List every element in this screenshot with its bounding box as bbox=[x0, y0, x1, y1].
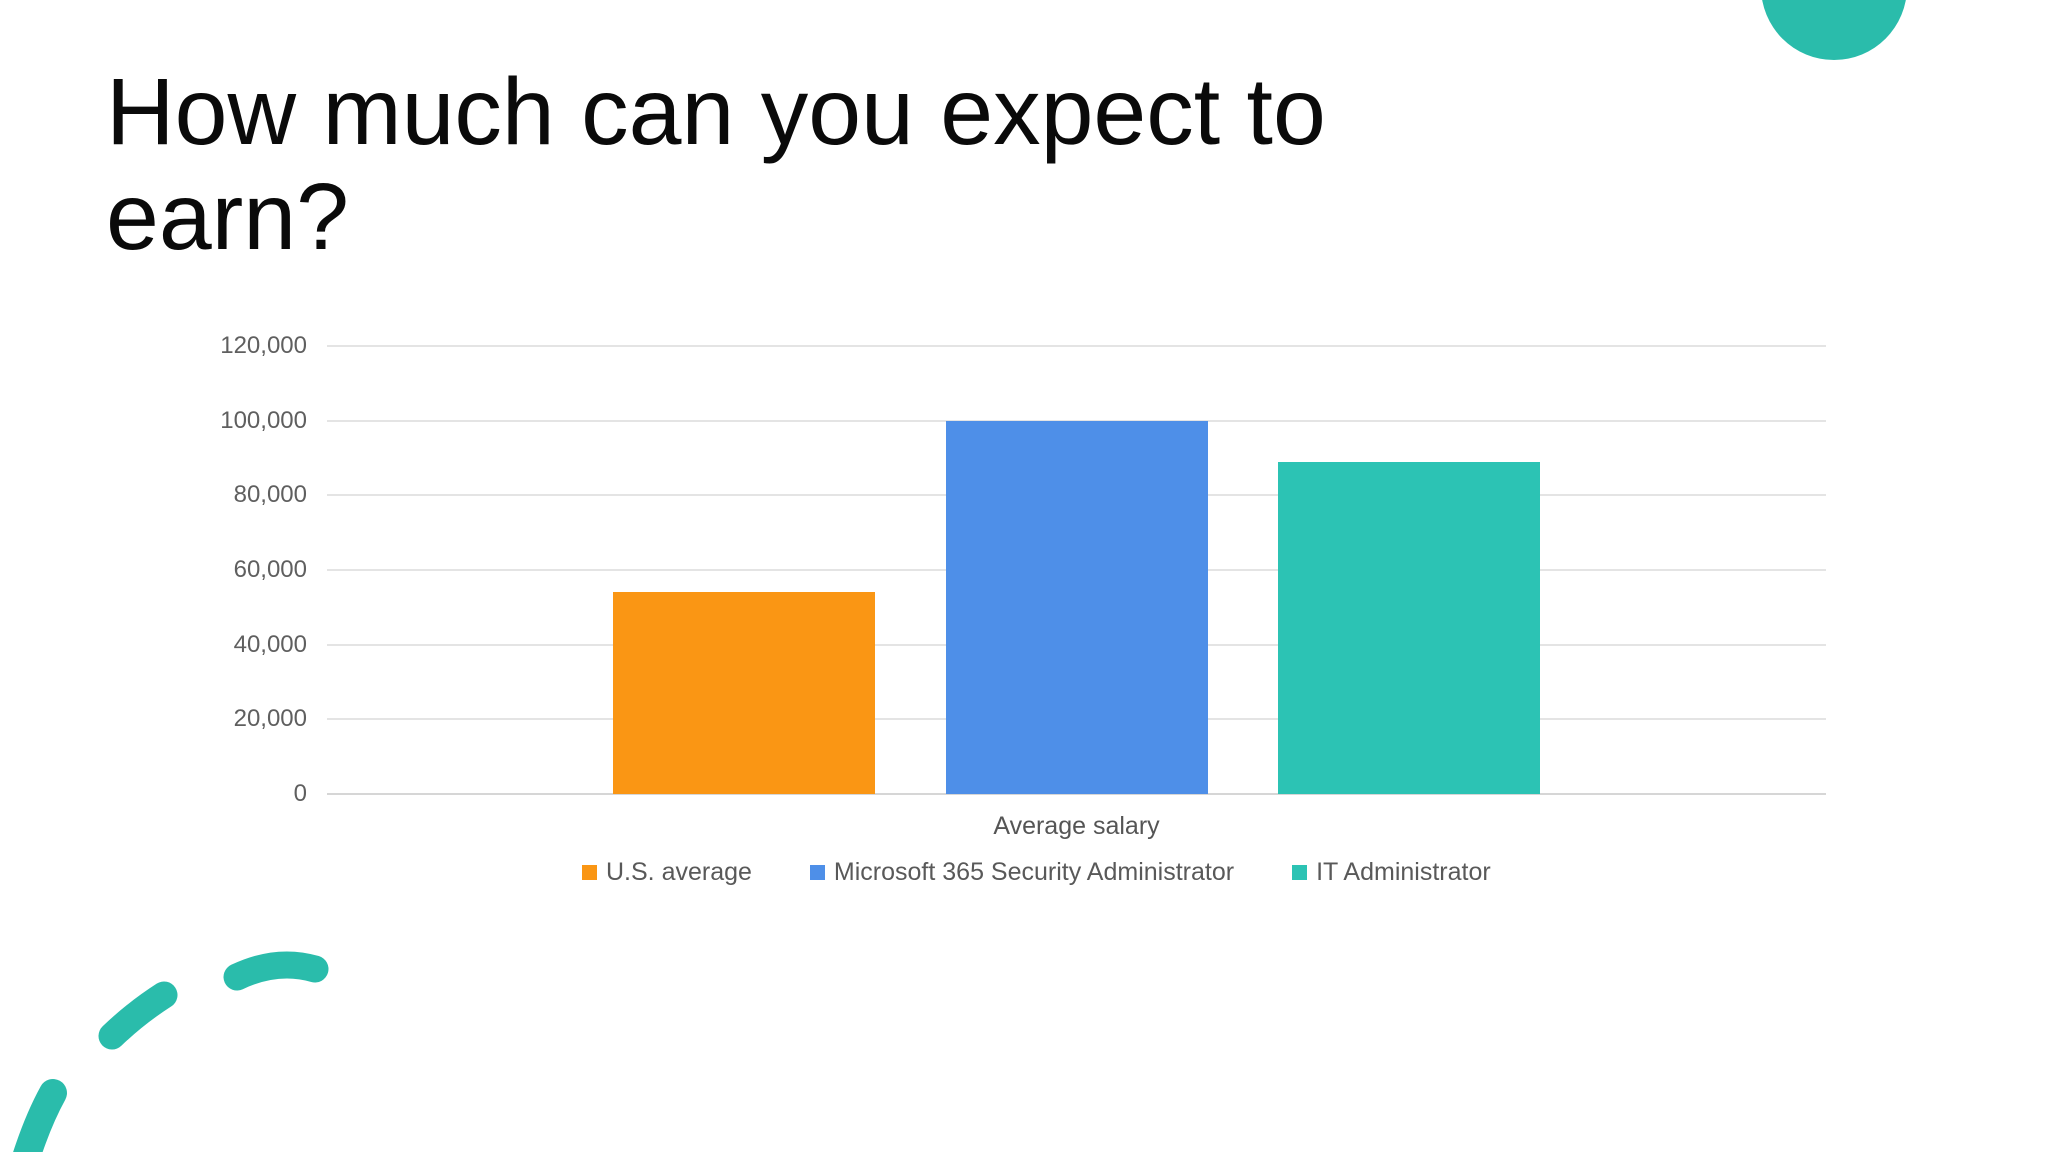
legend-item: U.S. average bbox=[582, 858, 752, 887]
y-axis-tick-label: 40,000 bbox=[233, 630, 307, 658]
y-axis-tick-label: 100,000 bbox=[220, 406, 307, 434]
chart-plot-area bbox=[327, 345, 1826, 795]
legend-item: Microsoft 365 Security Administrator bbox=[809, 858, 1235, 887]
gridline bbox=[327, 419, 1826, 422]
arc-dash-bottom bbox=[13, 1079, 67, 1152]
y-axis-tick-label: 80,000 bbox=[233, 481, 307, 509]
legend-label: IT Administrator bbox=[1316, 858, 1491, 886]
legend-swatch-icon bbox=[809, 865, 825, 880]
decorative-dashed-arc bbox=[13, 951, 329, 1152]
legend-swatch-icon bbox=[1292, 865, 1308, 880]
slide-title: How much can you expect to earn? bbox=[106, 59, 1326, 270]
legend-swatch-icon bbox=[582, 865, 597, 880]
legend-label: U.S. average bbox=[606, 858, 752, 886]
y-axis-tick-label: 20,000 bbox=[233, 705, 307, 733]
legend-item: IT Administrator bbox=[1292, 858, 1491, 887]
y-axis-tick-label: 60,000 bbox=[233, 556, 307, 583]
decorative-circle bbox=[1761, 0, 1907, 60]
arc-dash-top bbox=[223, 951, 329, 991]
bar-microsoft-365-security-administrator bbox=[946, 420, 1208, 794]
y-axis-tick-label: 0 bbox=[293, 780, 307, 807]
bar-u-s-average bbox=[613, 592, 875, 794]
x-axis-label: Average salary bbox=[993, 812, 1160, 840]
y-axis-tick-label: 120,000 bbox=[220, 332, 307, 359]
bar-it-administrator bbox=[1278, 461, 1540, 794]
gridline bbox=[327, 793, 1826, 795]
chart-legend: U.S. average Microsoft 365 Security Admin… bbox=[582, 858, 1491, 887]
arc-dash-middle bbox=[98, 981, 178, 1050]
gridline bbox=[327, 345, 1826, 347]
legend-label: Microsoft 365 Security Administrator bbox=[833, 858, 1235, 886]
